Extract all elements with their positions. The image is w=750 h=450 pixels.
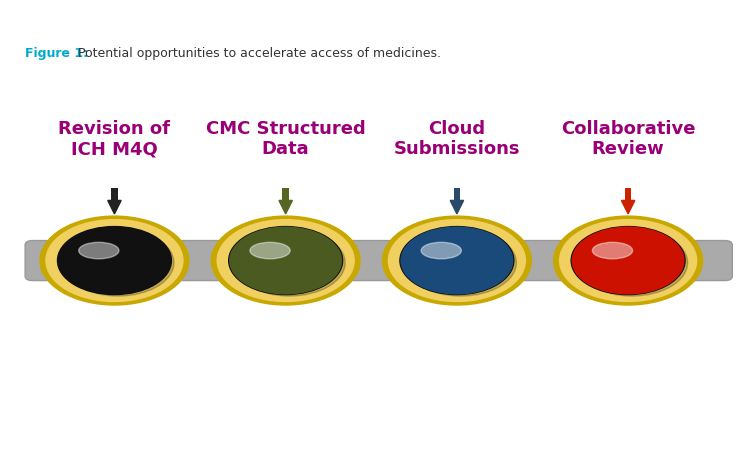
Circle shape [217,220,354,302]
Circle shape [400,226,514,295]
Polygon shape [622,200,634,214]
Polygon shape [279,200,292,214]
Circle shape [211,216,360,305]
Text: CMC Structured
Data: CMC Structured Data [206,120,365,158]
Circle shape [572,226,685,295]
Text: Figure 1:: Figure 1: [25,47,88,60]
Circle shape [233,230,345,296]
Circle shape [230,227,341,294]
FancyBboxPatch shape [454,188,460,200]
Circle shape [382,216,531,305]
FancyBboxPatch shape [282,188,289,200]
FancyBboxPatch shape [111,188,118,200]
Circle shape [388,220,526,302]
Text: Potential opportunities to accelerate access of medicines.: Potential opportunities to accelerate ac… [74,47,440,60]
Ellipse shape [422,242,461,259]
Circle shape [229,226,343,295]
FancyBboxPatch shape [625,188,632,200]
Circle shape [405,230,517,296]
FancyBboxPatch shape [25,241,732,280]
Ellipse shape [250,242,290,259]
Text: Cloud
Submissions: Cloud Submissions [394,120,520,158]
Circle shape [58,227,170,294]
Circle shape [572,227,684,294]
Circle shape [40,216,189,305]
Circle shape [560,220,697,302]
Polygon shape [450,200,464,214]
Circle shape [62,230,174,296]
Text: Revision of
ICH M4Q: Revision of ICH M4Q [58,120,170,158]
Ellipse shape [79,242,119,259]
Polygon shape [108,200,122,214]
Circle shape [554,216,703,305]
Circle shape [401,227,513,294]
Circle shape [58,226,172,295]
Circle shape [46,220,183,302]
Ellipse shape [592,242,632,259]
Circle shape [576,230,688,296]
Text: Collaborative
Review: Collaborative Review [561,120,695,158]
